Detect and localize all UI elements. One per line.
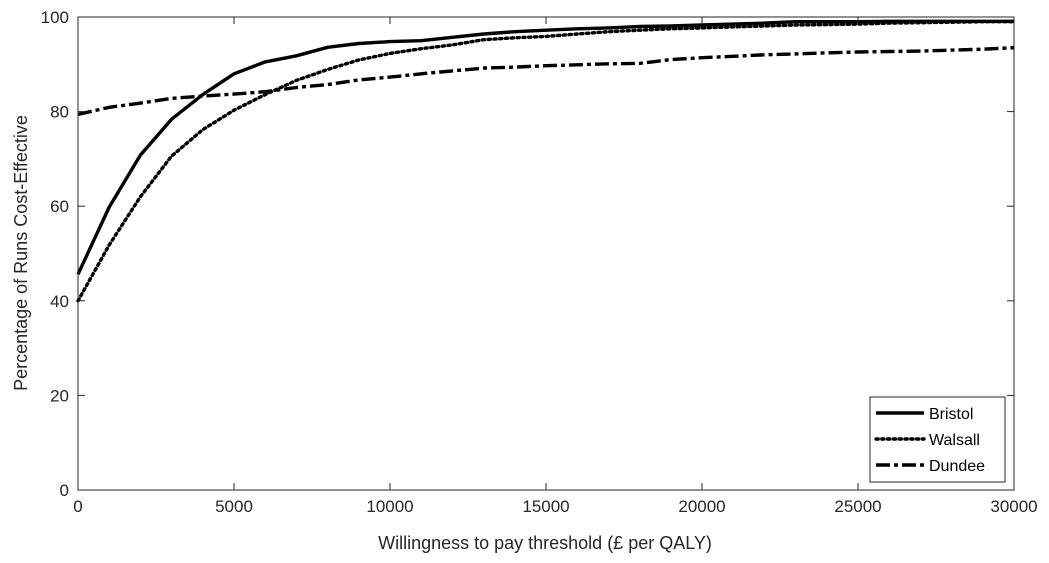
y-tick-label: 20	[50, 386, 69, 405]
y-axis-label: Percentage of Runs Cost-Effective	[11, 115, 31, 391]
x-tick-label: 15000	[522, 497, 569, 516]
legend-label-bristol: Bristol	[929, 406, 973, 423]
legend: Bristol Walsall Dundee	[869, 396, 1006, 483]
plot-area	[78, 17, 1014, 490]
series-line-dundee	[77, 46, 1015, 117]
legend-label-dundee: Dundee	[929, 458, 985, 475]
x-tick-label: 10000	[366, 497, 413, 516]
y-tick-label: 100	[41, 8, 69, 27]
x-axis-label: Willingness to pay threshold (£ per QALY…	[378, 533, 712, 553]
ticks-layer: 0 5000 10000 15000 20000 25000 30000 0 20 40 60 80 1…	[41, 8, 1038, 516]
y-tick-label: 80	[50, 103, 69, 122]
x-tick-label: 5000	[215, 497, 253, 516]
x-tick-label: 20000	[678, 497, 725, 516]
x-tick-label: 25000	[834, 497, 881, 516]
plot-background	[78, 17, 1014, 490]
x-tick-label: 30000	[990, 497, 1037, 516]
series-line-walsall	[76, 20, 1016, 303]
legend-label-walsall: Walsall	[929, 432, 980, 449]
y-tick-label: 40	[50, 292, 69, 311]
y-tick-label: 0	[60, 481, 69, 500]
x-tick-label: 0	[73, 497, 82, 516]
y-tick-label: 60	[50, 197, 69, 216]
